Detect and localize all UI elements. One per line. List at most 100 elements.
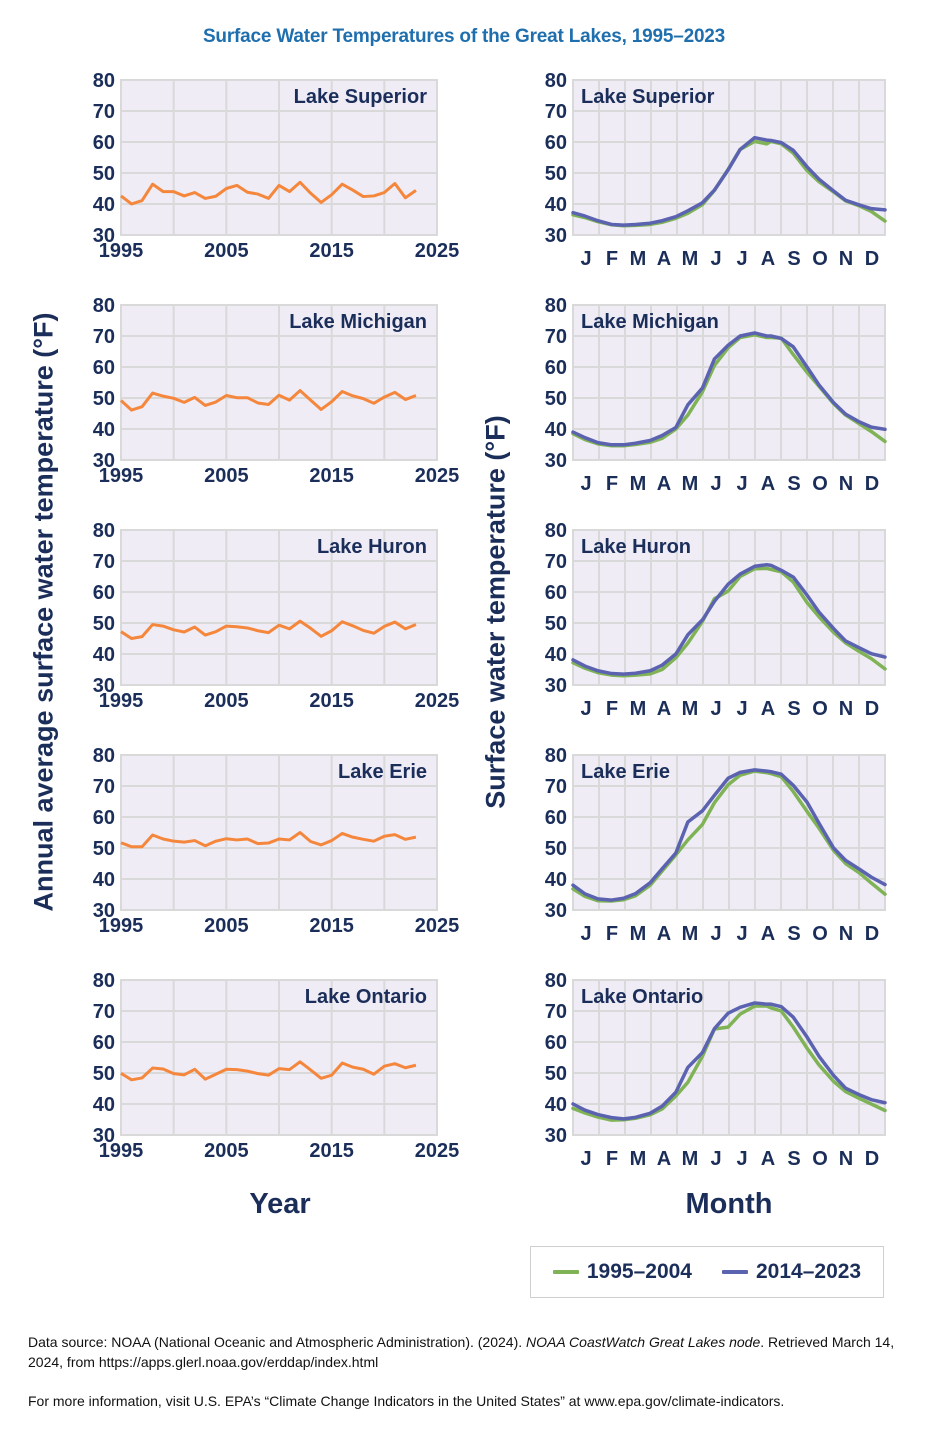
y-tick-label: 50 <box>545 388 567 410</box>
month-tick-label: A <box>657 923 671 945</box>
x-tick-label: 2015 <box>309 690 354 712</box>
y-tick-label: 80 <box>545 70 567 92</box>
month-tick-label: F <box>606 248 618 270</box>
y-tick-label: 40 <box>545 869 567 891</box>
source-suffix: . Retrieved March 14, 2024, from https:/… <box>28 1334 895 1370</box>
y-tick-label: 30 <box>545 225 567 247</box>
y-tick-label: 80 <box>545 745 567 767</box>
lake-name-label: Lake Superior <box>294 86 428 108</box>
y-tick-label: 50 <box>545 1063 567 1085</box>
month-tick-label: S <box>787 1148 800 1170</box>
lake-name-label: Lake Ontario <box>305 986 427 1008</box>
month-tick-label: M <box>630 248 647 270</box>
month-tick-label: F <box>606 1148 618 1170</box>
month-tick-label: J <box>710 1148 721 1170</box>
y-tick-label: 80 <box>93 520 115 542</box>
annual-chart-lake-ontario: 30 40 50 60 70 80 1995 2005 2015 2025 Lake Ontario <box>93 970 460 1162</box>
legend-item-1995-2004: 1995–2004 <box>552 1260 692 1284</box>
y-tick-label: 40 <box>93 1094 115 1116</box>
series-line-2014-2023 <box>571 135 887 227</box>
month-tick-label: M <box>682 248 699 270</box>
month-tick-label: J <box>580 1148 591 1170</box>
lake-name-label: Lake Erie <box>338 761 427 783</box>
left-y-axis-label: Annual average surface water temperature… <box>28 312 59 912</box>
y-tick-label: 60 <box>93 1032 115 1054</box>
month-tick-label: M <box>630 473 647 495</box>
x-tick-label: 2005 <box>204 1140 249 1162</box>
month-tick-label: S <box>787 698 800 720</box>
x-tick-label: 2025 <box>415 915 460 937</box>
legend-item-2014-2023: 2014–2023 <box>722 1260 861 1284</box>
x-tick-label: 1995 <box>99 690 144 712</box>
y-tick-label: 40 <box>93 644 115 666</box>
month-tick-label: J <box>736 698 747 720</box>
annual-chart-lake-erie: 30 40 50 60 70 80 1995 2005 2015 2025 Lake Erie <box>93 745 460 937</box>
source-title: NOAA CoastWatch Great Lakes node <box>526 1334 761 1350</box>
month-tick-label: A <box>761 698 775 720</box>
y-tick-label: 50 <box>545 838 567 860</box>
month-tick-label: J <box>710 473 721 495</box>
lake-name-label: Lake Huron <box>581 536 691 558</box>
month-tick-label: A <box>761 473 775 495</box>
x-tick-label: 2015 <box>309 465 354 487</box>
month-tick-label: A <box>761 1148 775 1170</box>
month-tick-label: J <box>580 698 591 720</box>
y-tick-label: 60 <box>93 132 115 154</box>
y-tick-label: 50 <box>93 613 115 635</box>
month-tick-label: O <box>812 698 828 720</box>
y-tick-label: 40 <box>93 419 115 441</box>
y-tick-label: 40 <box>93 194 115 216</box>
month-tick-label: J <box>736 473 747 495</box>
more-info-note: For more information, visit U.S. EPA’s “… <box>28 1393 785 1409</box>
y-tick-label: 50 <box>545 613 567 635</box>
month-tick-label: A <box>657 473 671 495</box>
x-tick-label: 1995 <box>99 915 144 937</box>
y-tick-label: 60 <box>93 582 115 604</box>
y-tick-label: 70 <box>93 551 115 573</box>
x-tick-label: 2015 <box>309 240 354 262</box>
lake-name-label: Lake Ontario <box>581 986 703 1008</box>
month-tick-label: F <box>606 698 618 720</box>
y-tick-label: 50 <box>93 163 115 185</box>
source-prefix: Data source: NOAA (National Oceanic and … <box>28 1334 527 1350</box>
series-line-2014-2023 <box>571 768 887 902</box>
month-tick-label: N <box>839 1148 853 1170</box>
month-tick-label: J <box>736 1148 747 1170</box>
right-x-axis-label: Month <box>685 1188 773 1220</box>
x-tick-label: 2025 <box>415 1140 460 1162</box>
month-tick-label: D <box>865 698 879 720</box>
y-tick-label: 30 <box>545 900 567 922</box>
lake-name-label: Lake Superior <box>581 86 715 108</box>
y-tick-label: 60 <box>545 582 567 604</box>
y-tick-label: 60 <box>545 807 567 829</box>
annual-chart-lake-michigan: 30 40 50 60 70 80 1995 2005 2015 2025 Lake Michiga… <box>93 295 460 487</box>
y-tick-label: 40 <box>545 419 567 441</box>
y-tick-label: 70 <box>545 101 567 123</box>
x-tick-label: 2025 <box>415 465 460 487</box>
x-tick-label: 1995 <box>99 465 144 487</box>
x-tick-label: 1995 <box>99 240 144 262</box>
chart-title: Surface Water Temperatures of the Great … <box>202 26 726 47</box>
y-tick-label: 50 <box>93 388 115 410</box>
y-tick-label: 30 <box>93 900 115 922</box>
month-tick-label: N <box>839 698 853 720</box>
y-tick-label: 50 <box>545 163 567 185</box>
y-tick-label: 60 <box>545 1032 567 1054</box>
y-tick-label: 70 <box>545 326 567 348</box>
data-source-note: Data source: NOAA (National Oceanic and … <box>28 1332 908 1372</box>
lake-name-label: Lake Erie <box>581 761 670 783</box>
y-tick-label: 70 <box>93 326 115 348</box>
month-tick-label: M <box>682 923 699 945</box>
month-tick-label: D <box>865 473 879 495</box>
y-tick-label: 80 <box>93 295 115 317</box>
y-tick-label: 60 <box>545 357 567 379</box>
y-tick-label: 30 <box>545 450 567 472</box>
y-tick-label: 70 <box>545 551 567 573</box>
y-tick-label: 30 <box>93 225 115 247</box>
month-tick-label: D <box>865 923 879 945</box>
month-tick-label: S <box>787 248 800 270</box>
series-line-2014-2023 <box>571 1001 887 1121</box>
y-tick-label: 80 <box>93 970 115 992</box>
